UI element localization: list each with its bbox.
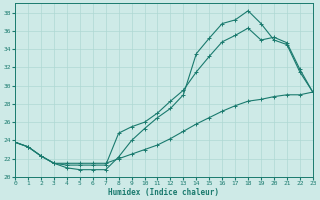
- X-axis label: Humidex (Indice chaleur): Humidex (Indice chaleur): [108, 188, 220, 197]
